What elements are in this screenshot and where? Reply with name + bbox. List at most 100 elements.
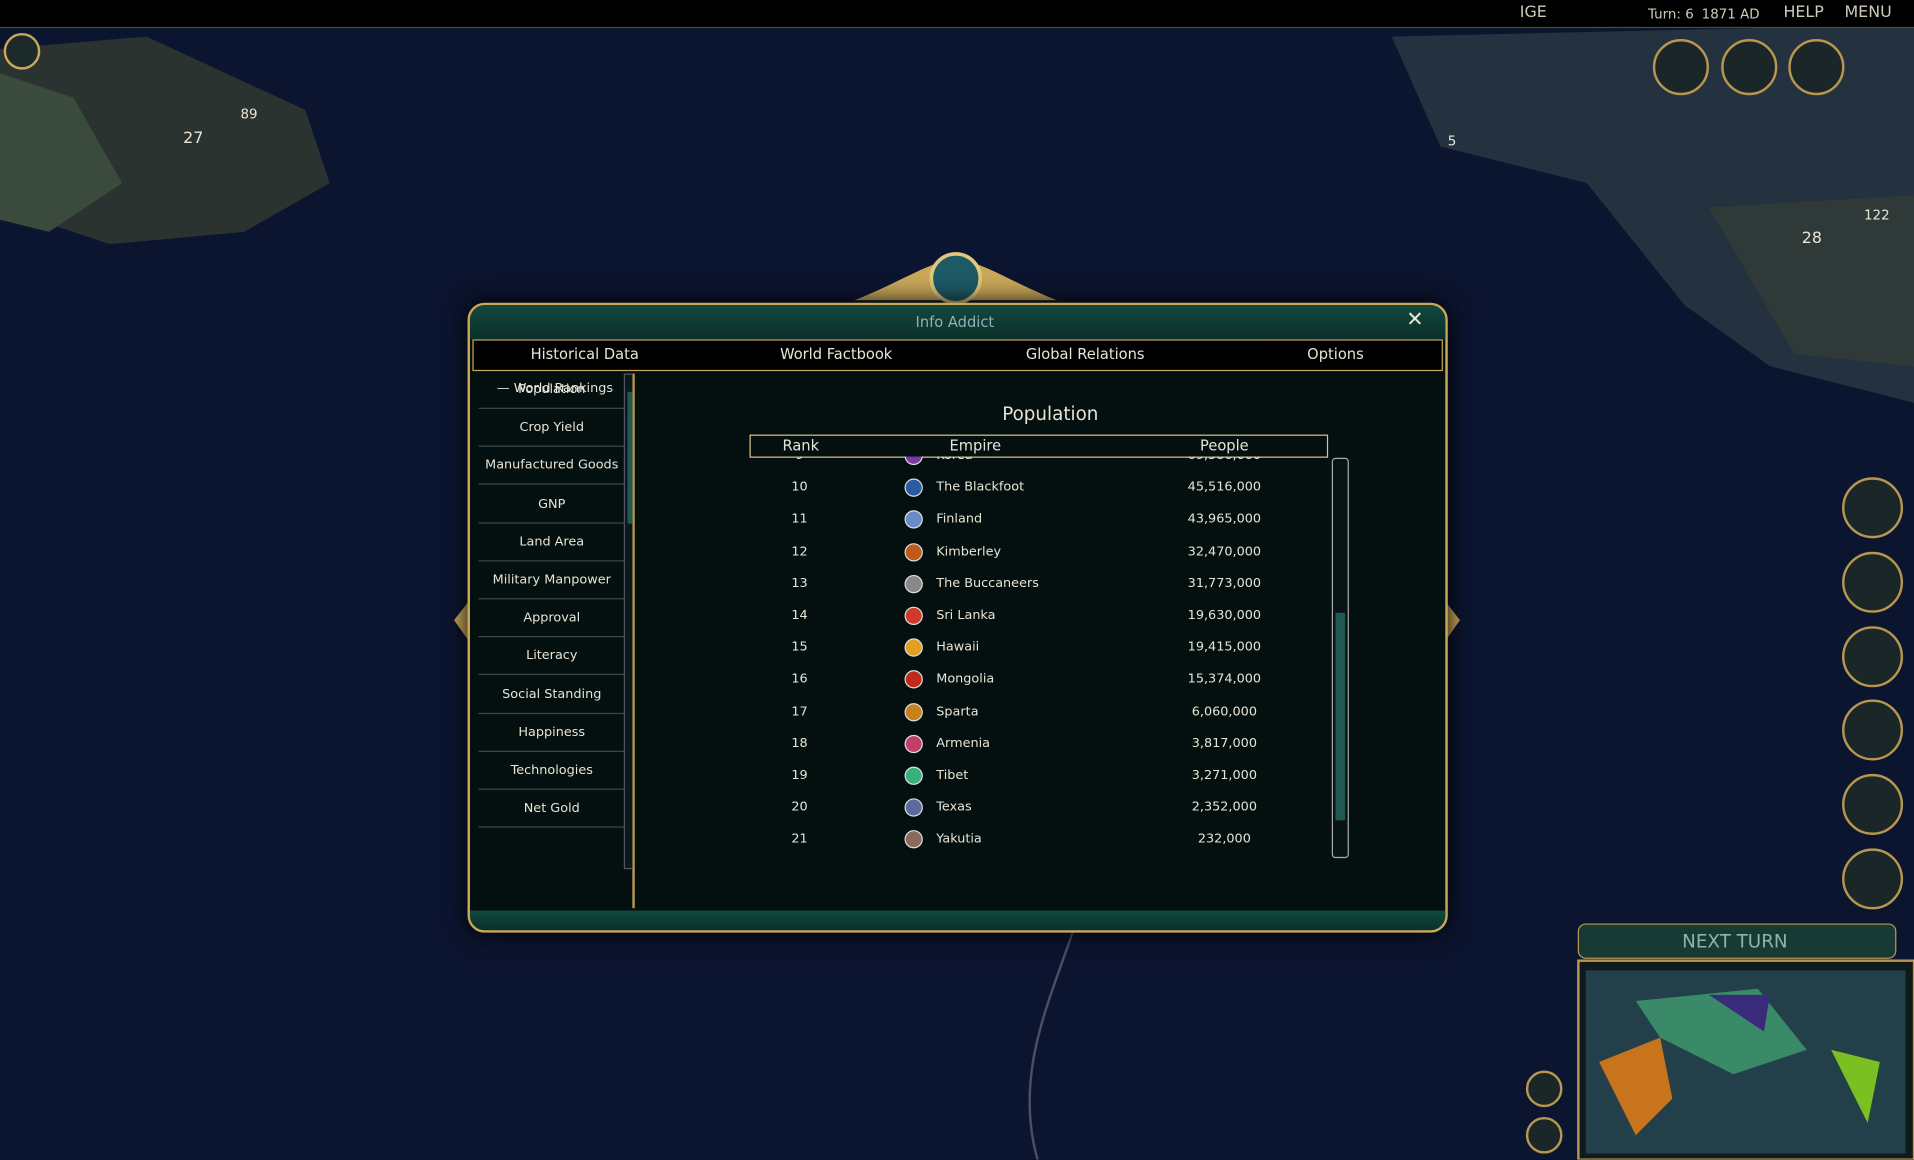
people: 2,352,000 bbox=[1191, 799, 1257, 815]
side-button[interactable] bbox=[1842, 773, 1904, 835]
sidebar-item[interactable]: Manufactured Goods bbox=[478, 447, 625, 486]
empire-icon bbox=[904, 606, 923, 625]
map-label: 89 bbox=[240, 106, 258, 123]
side-button[interactable] bbox=[1842, 699, 1904, 761]
emblem bbox=[929, 252, 983, 305]
people: 6,060,000 bbox=[1191, 703, 1257, 719]
sidebar-item[interactable]: Military Manpower bbox=[478, 562, 625, 600]
minimap-button[interactable] bbox=[1525, 1116, 1563, 1154]
land bbox=[1708, 195, 1914, 367]
empire-icon bbox=[904, 766, 923, 785]
sidebar-item[interactable]: Literacy bbox=[478, 638, 625, 676]
side-button[interactable] bbox=[1842, 848, 1904, 910]
empire: Sri Lanka bbox=[936, 607, 996, 623]
rank: 10 bbox=[791, 479, 808, 495]
table-row[interactable]: 10 The Blackfoot 45,516,000 bbox=[746, 476, 1332, 500]
table-row[interactable]: 16 Mongolia 15,374,000 bbox=[746, 668, 1332, 692]
tab[interactable]: Historical Data bbox=[530, 345, 639, 363]
empire: Yakutia bbox=[936, 831, 982, 847]
side-button[interactable] bbox=[1842, 477, 1904, 539]
people: 3,271,000 bbox=[1191, 767, 1257, 783]
column-header: People bbox=[1200, 437, 1249, 455]
advisor-button[interactable] bbox=[1788, 39, 1845, 96]
sidebar-item[interactable]: Crop Yield bbox=[478, 409, 625, 448]
table-row[interactable]: 19 Tibet 3,271,000 bbox=[746, 764, 1332, 788]
help[interactable]: HELP bbox=[1783, 3, 1824, 22]
side-button[interactable] bbox=[1842, 626, 1904, 688]
border bbox=[1028, 927, 1076, 1160]
empire-icon bbox=[904, 542, 923, 562]
rank: 16 bbox=[791, 671, 808, 687]
side-button[interactable] bbox=[1842, 551, 1904, 613]
minimap-land bbox=[1831, 1049, 1880, 1124]
map-label: 122 bbox=[1864, 207, 1890, 224]
empire-icon bbox=[904, 830, 923, 849]
table-row[interactable]: 17 Sparta 6,060,000 bbox=[746, 700, 1332, 724]
table-row[interactable]: 20 Texas 2,352,000 bbox=[746, 796, 1332, 820]
menu[interactable]: MENU bbox=[1844, 3, 1892, 22]
empire: Finland bbox=[936, 511, 983, 527]
close-button[interactable]: ✕ bbox=[1406, 307, 1424, 333]
empire-icon bbox=[904, 574, 923, 594]
table-row[interactable]: 15 Hawaii 19,415,000 bbox=[746, 636, 1332, 660]
next-turn-label[interactable]: NEXT TURN bbox=[1682, 930, 1788, 953]
people: 43,965,000 bbox=[1187, 511, 1262, 527]
title-bar: Info Addict ✕ bbox=[469, 305, 1446, 340]
table-body: 9 Korea 69,586,000 10 The Blackfoot 45,516,00… bbox=[746, 456, 1332, 860]
table-row[interactable]: 12 Kimberley 32,470,000 bbox=[746, 540, 1332, 564]
tab[interactable]: World Factbook bbox=[780, 345, 893, 363]
sidebar: — World Rankings Population Crop Yield Man… bbox=[476, 373, 635, 909]
empire-icon bbox=[904, 798, 923, 817]
people: 19,415,000 bbox=[1187, 639, 1262, 655]
tab[interactable]: Global Relations bbox=[1025, 345, 1145, 363]
minimap-button[interactable] bbox=[1525, 1070, 1563, 1108]
scrollbar[interactable] bbox=[623, 373, 633, 870]
sidebar-item[interactable]: Technologies bbox=[478, 752, 625, 790]
tab[interactable]: Options bbox=[1307, 345, 1364, 363]
empire: Sparta bbox=[936, 703, 979, 719]
button[interactable] bbox=[3, 32, 41, 70]
next-turn-button[interactable] bbox=[1577, 923, 1897, 959]
table-row[interactable]: 13 The Buccaneers 31,773,000 bbox=[746, 572, 1332, 596]
top-bar: IGE Turn: 6 1871 AD HELP MENU bbox=[0, 0, 1914, 29]
empire: Hawaii bbox=[936, 639, 980, 655]
table-row[interactable]: 11 Finland 43,965,000 bbox=[746, 508, 1332, 532]
dialog-title: Info Addict bbox=[915, 313, 995, 331]
advisor-button[interactable] bbox=[1652, 39, 1709, 96]
sidebar-item[interactable]: Land Area bbox=[478, 523, 625, 562]
table-row[interactable]: 9 Korea 69,586,000 bbox=[746, 456, 1332, 469]
people: 3,817,000 bbox=[1191, 735, 1257, 751]
content-title: Population bbox=[1002, 402, 1099, 425]
column-header: Empire bbox=[949, 437, 1002, 455]
empire-icon bbox=[904, 702, 923, 721]
sidebar-item[interactable]: Happiness bbox=[478, 714, 625, 752]
empire: The Blackfoot bbox=[936, 479, 1025, 495]
sidebar-item[interactable]: Population bbox=[478, 374, 625, 409]
minimap-land bbox=[1708, 994, 1771, 1032]
rank: 11 bbox=[791, 511, 808, 527]
rank: 20 bbox=[791, 799, 808, 815]
bottom-bar bbox=[469, 910, 1446, 931]
map-label: 27 bbox=[183, 129, 204, 148]
rank: 21 bbox=[791, 831, 808, 847]
sidebar-item[interactable]: Social Standing bbox=[478, 676, 625, 714]
empire: Mongolia bbox=[936, 671, 995, 687]
empire-icon bbox=[904, 734, 923, 753]
sidebar-item[interactable]: Net Gold bbox=[478, 790, 625, 828]
scroll-thumb[interactable] bbox=[1335, 612, 1346, 821]
table-row[interactable]: 14 Sri Lanka 19,630,000 bbox=[746, 604, 1332, 628]
table-row[interactable]: 18 Armenia 3,817,000 bbox=[746, 732, 1332, 756]
table-row[interactable]: 21 Yakutia 232,000 bbox=[746, 828, 1332, 852]
scrollbar[interactable] bbox=[1331, 457, 1349, 859]
table-header: Rank Empire People bbox=[749, 434, 1329, 458]
ige[interactable]: IGE bbox=[1519, 3, 1547, 22]
rank: 18 bbox=[791, 735, 808, 751]
empire: Tibet bbox=[936, 767, 969, 783]
advisor-button[interactable] bbox=[1721, 39, 1778, 96]
sidebar-heading[interactable]: — World Rankings bbox=[496, 380, 614, 396]
sidebar-item[interactable]: Approval bbox=[478, 600, 625, 638]
scroll-thumb[interactable] bbox=[627, 391, 633, 524]
sidebar-item[interactable]: GNP bbox=[478, 485, 625, 524]
